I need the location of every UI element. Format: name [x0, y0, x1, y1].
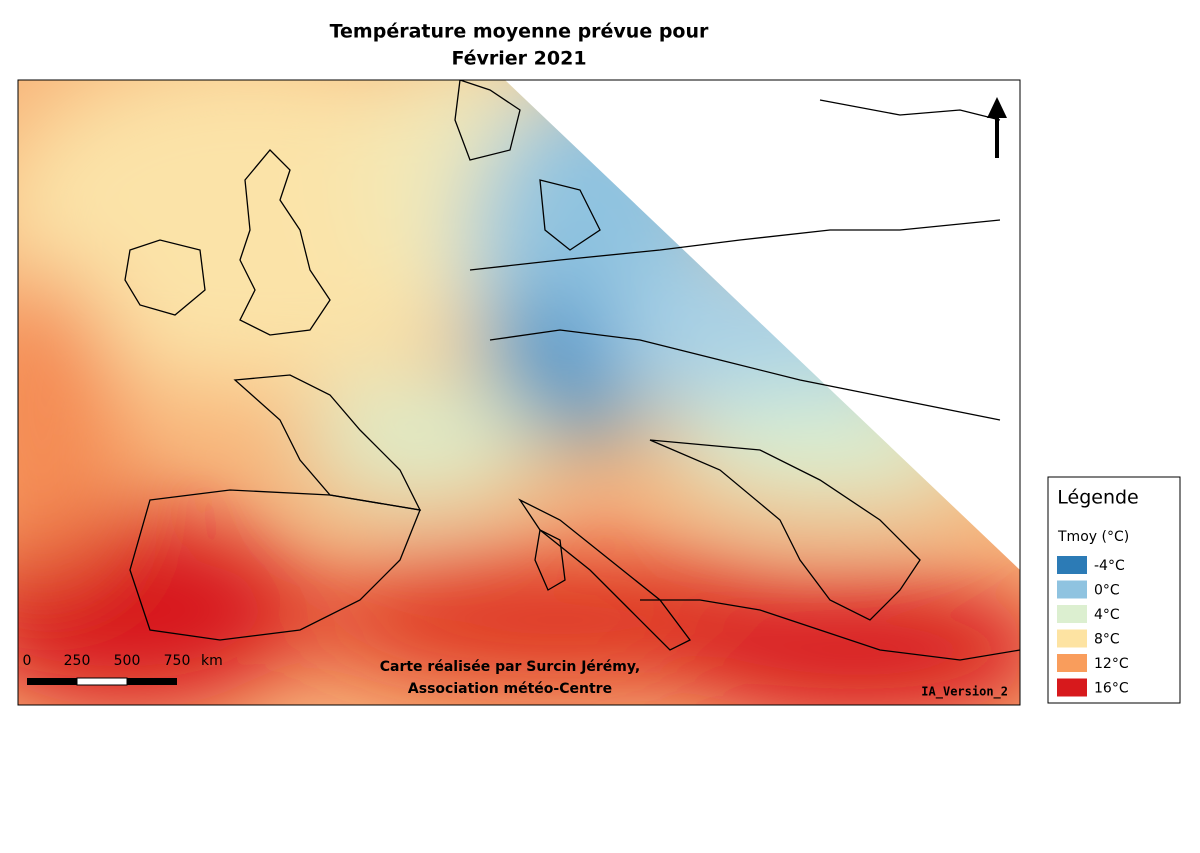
legend-label: 0°C [1094, 583, 1120, 599]
legend-variable: Tmoy (°C) [1057, 529, 1129, 545]
legend-label: 8°C [1094, 632, 1120, 648]
scale-label: 0 [23, 653, 32, 669]
legend-label: 4°C [1094, 607, 1120, 623]
credit-line: Association météo-Centre [408, 681, 612, 697]
legend-swatch [1057, 556, 1087, 574]
version-label: IA_Version_2 [921, 685, 1008, 700]
scale-label: 500 [114, 653, 141, 669]
credit-line: Carte réalisée par Surcin Jérémy, [380, 659, 641, 675]
legend-label: 16°C [1094, 681, 1129, 697]
legend-entries: -4°C 0°C 4°C 8°C 12°C 16°C [1057, 556, 1129, 697]
legend-label: -4°C [1094, 558, 1125, 574]
temperature-field [18, 80, 1020, 705]
legend-heading: Légende [1057, 487, 1138, 509]
legend-swatch [1057, 678, 1087, 697]
legend-swatch [1057, 629, 1087, 648]
legend-label: 12°C [1094, 656, 1129, 672]
legend-swatch [1057, 654, 1087, 672]
scale-label: 750 [164, 653, 191, 669]
legend-swatch [1057, 605, 1087, 623]
title-line: Février 2021 [451, 48, 586, 70]
title-line: Température moyenne prévue pour [330, 21, 709, 43]
map-frame [17, 79, 1021, 706]
scale-label: 250 [64, 653, 91, 669]
scale-bar: 0 250 500 750 km [23, 653, 223, 686]
scale-unit: km [201, 653, 223, 669]
north-arrow [987, 97, 1007, 158]
legend-swatch [1057, 580, 1087, 599]
